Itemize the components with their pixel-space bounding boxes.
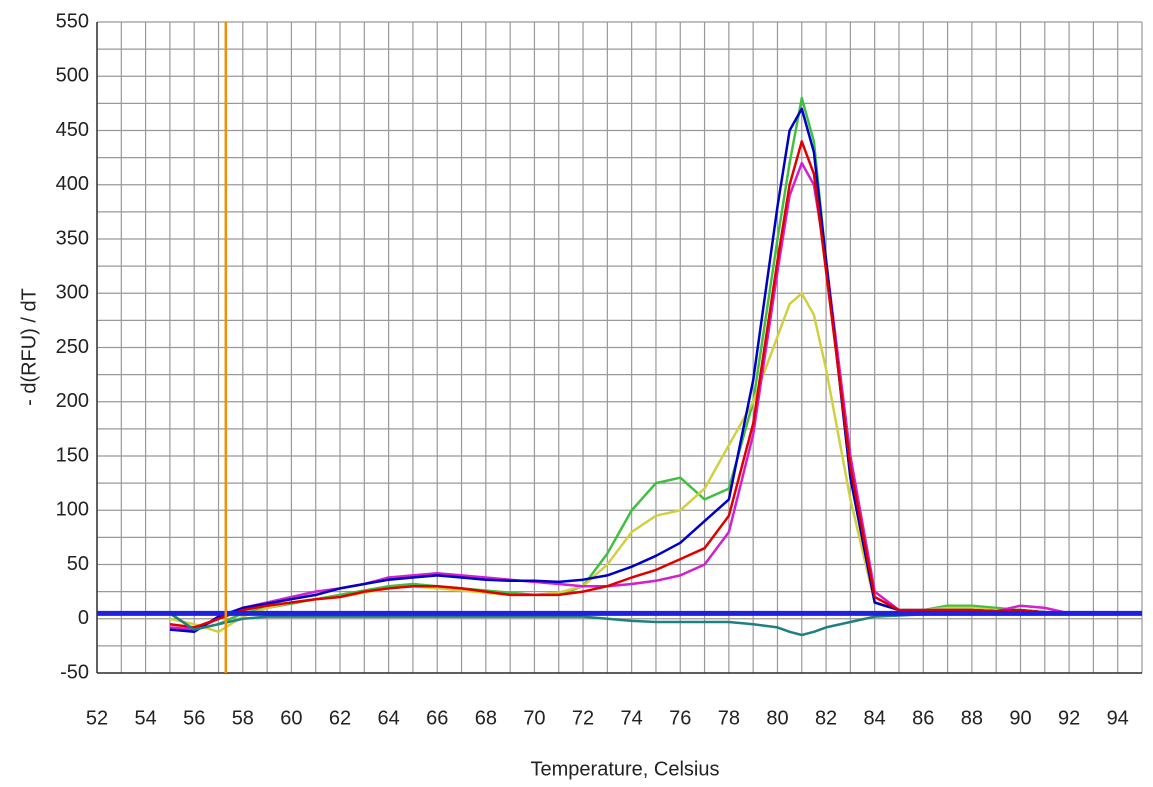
y-tick-label: 500: [56, 65, 89, 87]
melt-curve: [169, 107, 1118, 634]
y-tick-label: 50: [67, 553, 89, 575]
x-tick-label: 84: [864, 707, 886, 729]
y-tick-label: 450: [56, 119, 89, 141]
x-tick-label: 64: [378, 707, 400, 729]
melt-curve: [169, 161, 1118, 631]
x-tick-label: 54: [134, 707, 156, 729]
x-tick-label: 66: [426, 707, 448, 729]
y-tick-label: 250: [56, 336, 89, 358]
x-tick-label: 76: [669, 707, 691, 729]
x-tick-label: 90: [1009, 707, 1031, 729]
y-tick-label: 550: [56, 10, 89, 32]
y-tick-label: 400: [56, 173, 89, 195]
y-tick-label: 0: [78, 607, 89, 629]
y-tick-label: 150: [56, 444, 89, 466]
y-tick-label: 100: [56, 499, 89, 521]
x-tick-label: 80: [766, 707, 788, 729]
x-tick-label: 94: [1107, 707, 1129, 729]
y-tick-label: 350: [56, 227, 89, 249]
x-axis-label: Temperature, Celsius: [531, 758, 720, 780]
melt-curve: [169, 140, 1118, 629]
x-tick-label: 86: [912, 707, 934, 729]
y-axis-label: - d(RFU) / dT: [18, 288, 40, 406]
x-tick-label: 82: [815, 707, 837, 729]
y-tick-label: 300: [56, 282, 89, 304]
melt-curve: [169, 96, 1118, 631]
melt-curve: [169, 612, 1118, 637]
x-tick-label: 88: [961, 707, 983, 729]
x-tick-label: 92: [1058, 707, 1080, 729]
x-tick-label: 58: [232, 707, 254, 729]
y-tick-label: -50: [60, 661, 89, 683]
x-tick-label: 70: [523, 707, 545, 729]
x-tick-label: 52: [86, 707, 108, 729]
x-tick-label: 68: [475, 707, 497, 729]
x-tick-label: 60: [280, 707, 302, 729]
melt-curve: [169, 292, 1118, 634]
x-tick-label: 62: [329, 707, 351, 729]
x-tick-label: 72: [572, 707, 594, 729]
x-tick-label: 56: [183, 707, 205, 729]
x-tick-label: 74: [621, 707, 643, 729]
y-tick-label: 200: [56, 390, 89, 412]
x-tick-label: 78: [718, 707, 740, 729]
